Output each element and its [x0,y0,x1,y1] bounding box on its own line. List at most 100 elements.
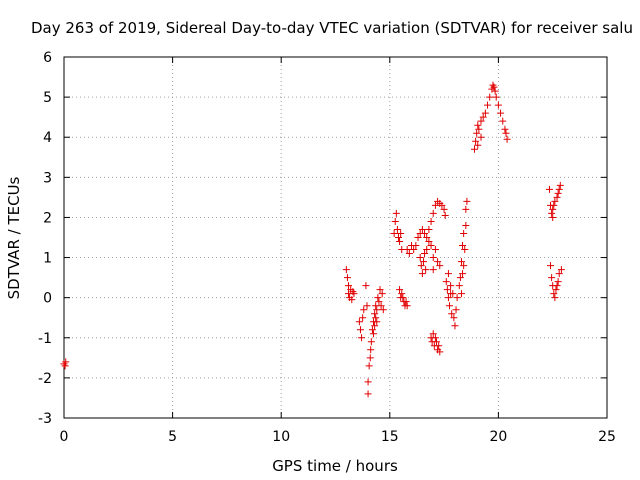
data-point [547,262,555,270]
data-point [365,362,373,370]
data-point [62,358,70,366]
data-point [550,290,558,298]
data-point [418,225,426,233]
data-point [431,246,439,254]
y-tick-label: 0 [43,291,52,307]
data-point [484,101,492,109]
data-point [429,254,437,262]
data-point [366,354,374,362]
data-point [342,266,350,274]
data-point [436,348,444,356]
data-point [431,201,439,209]
data-point [472,137,480,145]
data-point [391,217,399,225]
data-point [429,330,437,338]
data-point [460,262,468,270]
data-point [343,274,351,282]
data-point [556,181,564,189]
data-point [427,217,435,225]
data-point [447,282,455,290]
data-point [548,274,556,282]
y-tick-label: 4 [43,130,52,146]
data-point [557,266,565,274]
data-point [356,326,364,334]
data-point [442,278,450,286]
data-point [447,290,455,298]
x-tick-label: 25 [598,429,616,445]
data-point [348,296,356,304]
data-point [412,242,420,250]
data-point [459,270,467,278]
data-point [554,189,562,197]
data-point [443,286,451,294]
data-point [457,290,465,298]
data-point [479,113,487,121]
data-point [494,101,502,109]
data-point [368,326,376,334]
data-point [423,234,431,241]
data-point [550,201,558,209]
data-point [491,87,499,95]
data-point [456,274,464,282]
data-point [553,193,561,201]
data-point [379,306,387,314]
data-point [471,145,479,153]
data-point [419,258,427,266]
data-point [502,129,510,137]
data-point [549,205,557,213]
data-point [450,314,458,322]
data-point [444,294,452,302]
data-point [435,342,443,350]
y-tick-label: 3 [43,170,52,186]
y-axis: -3 -2 -1 0 1 2 3 4 5 6 [38,50,607,427]
data-point [345,282,353,290]
data-point [393,225,401,233]
y-tick-label: -3 [38,411,52,427]
data-point [425,238,433,246]
data-point [503,135,511,143]
x-tick-label: 5 [168,429,177,445]
data-point [492,93,500,101]
y-tick-label: 2 [43,210,52,226]
data-point [429,209,437,217]
data-point [552,286,560,294]
data-point [414,234,422,241]
data-point [398,290,406,298]
grid-lines [64,57,607,418]
data-point [416,254,424,262]
data-point [474,141,482,149]
data-point [486,93,494,101]
data-point [497,109,505,117]
data-point [423,246,431,254]
data-point [372,314,380,322]
data-point [396,238,404,246]
data-point [549,213,557,221]
data-point [403,302,411,310]
data-point [370,330,378,338]
data-point [551,294,559,302]
y-tick-label: -1 [38,331,52,347]
data-points [60,81,565,398]
data-point [350,290,358,298]
data-point [362,282,370,290]
y-tick-label: 6 [43,50,52,66]
y-tick-label: -2 [38,371,52,387]
data-point [378,290,386,298]
data-point [421,229,429,237]
data-point [392,209,400,217]
data-point [429,266,437,274]
data-point [477,117,485,125]
data-point [475,125,483,133]
data-point [438,201,446,209]
data-point [402,298,410,306]
data-point [403,246,411,254]
data-point [457,258,465,266]
data-point [446,302,454,310]
y-tick-label: 5 [43,90,52,106]
data-point [373,306,381,314]
data-point [436,262,444,270]
data-point [473,129,481,137]
data-point [364,390,372,398]
plot-frame [63,56,608,419]
